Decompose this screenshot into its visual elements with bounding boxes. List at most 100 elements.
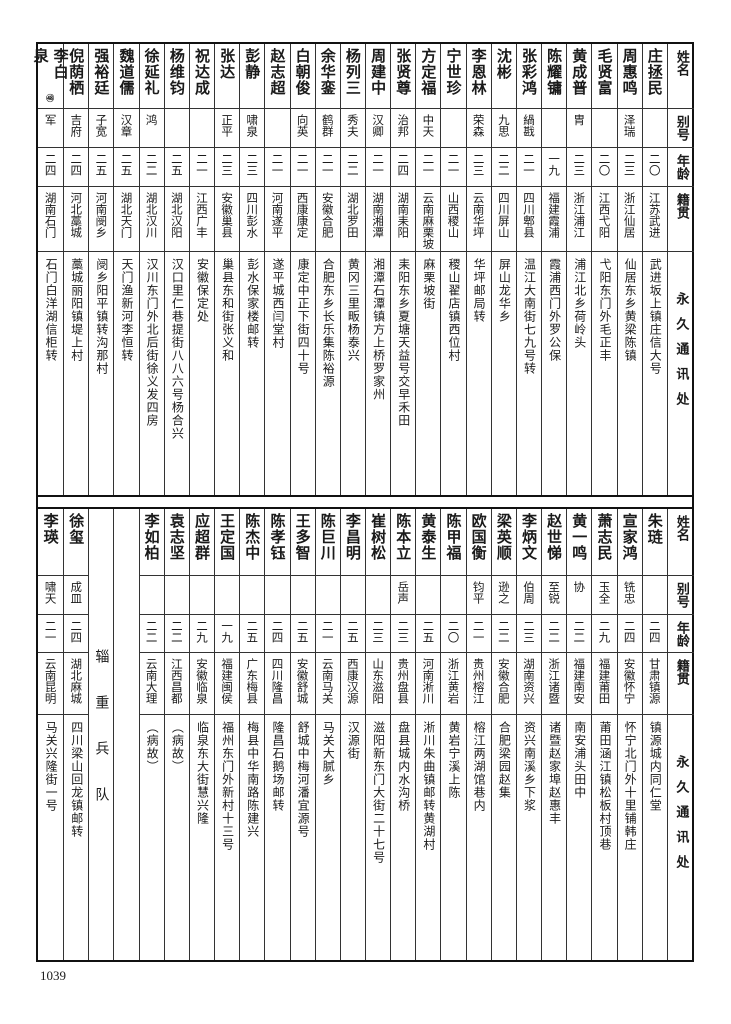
cell-alias-text: 啸天	[43, 581, 58, 604]
cell-age-text: 二五	[295, 620, 310, 643]
cell-age: 二五	[163, 147, 189, 186]
cell-name-text: 徐延礼	[142, 48, 161, 96]
cell-address-text: 梅县中华南路陈建兴	[245, 721, 260, 838]
cell-native: 四川郫县	[515, 186, 542, 251]
cell-alias-text: 玉全	[597, 581, 612, 604]
cell-age-text: 二一	[471, 620, 486, 643]
cell-name-text: 宁世珍	[444, 48, 463, 96]
cell-address-text: 合肥东乡长乐集陈裕源	[321, 258, 336, 388]
cell-alias	[641, 575, 667, 614]
cell-age: 二五	[289, 614, 315, 652]
cell-name: 黄一鸣	[566, 509, 591, 575]
cell-address-text: （病故）	[170, 721, 185, 773]
cell-native: 安徽合肥	[490, 652, 516, 714]
cell-alias: 逊之	[490, 575, 516, 614]
cell-native-text: 浙江黄岩	[446, 658, 461, 704]
cell-name: 倪荫栖	[63, 44, 88, 108]
cell-age: 二三	[616, 147, 642, 186]
cell-alias	[440, 108, 466, 147]
cell-address: 藁城丽阳镇堤上村	[63, 251, 89, 495]
cell-address-text: 镇源城内同仁堂	[648, 721, 663, 812]
cell-age-text: 二一	[320, 153, 335, 176]
cell-address: 黄岩宁溪上陈	[440, 714, 466, 960]
cell-alias-text: 秀夫	[345, 114, 360, 137]
cell-age: 二二	[163, 614, 189, 652]
cell-address-text: 诸暨赵家埠赵惠丰	[547, 721, 562, 825]
cell-native-text: 安徽合肥	[320, 192, 335, 238]
cell-age: 二四	[264, 614, 290, 652]
cell-name: 陈巨川	[314, 509, 340, 575]
cell-address-text: 汉口里仁巷提街八八六号杨合兴	[170, 258, 185, 440]
cell-native: 浙江仙居	[616, 186, 642, 251]
cell-address: 舒城中梅河潘宜源号	[289, 714, 315, 960]
cell-age-text: 二一	[421, 153, 436, 176]
cell-alias-text: 正平	[220, 114, 235, 137]
cell-native-text: 江西弋阳	[597, 192, 612, 238]
cell-native-text: 浙江浦江	[572, 192, 587, 238]
cell-name: 魏道儒	[113, 44, 138, 108]
header-alias-text: 别号	[673, 582, 689, 608]
cell-name-text: 李炳文	[519, 513, 538, 561]
cell-name-text: 陈甲福	[444, 513, 463, 561]
cell-address: 临泉东大街慧兴隆	[188, 714, 215, 960]
cell-name: 彭静	[239, 44, 264, 108]
cell-native-text: 云南麻栗坡	[421, 192, 436, 250]
cell-address: 盘县城内水沟桥	[390, 714, 416, 960]
cell-native: 安徽巢县	[214, 186, 240, 251]
cell-native: 福建莆田	[591, 652, 617, 714]
cell-alias	[591, 108, 617, 147]
cell-address: 天门渔新河李恒转	[113, 251, 139, 495]
cell-name: 崔树松	[365, 509, 390, 575]
cell-alias-text: 中天	[421, 114, 436, 137]
cell-alias-text: 协	[572, 581, 587, 593]
cell-alias: 中天	[415, 108, 441, 147]
cell-native-text: 河南阌乡	[94, 192, 109, 238]
cell-age-text: 二二	[496, 153, 511, 176]
cell-address-text: 隆昌石鹅场邮转	[270, 721, 285, 812]
cell-age: 二五	[415, 614, 441, 652]
cell-address-text: 霞浦西门外罗公保	[547, 258, 562, 362]
cell-name: 庄拯民	[641, 44, 667, 108]
cell-address-text: 舒城中梅河潘宜源号	[296, 721, 311, 838]
cell-name: 宣家鸿	[616, 509, 642, 575]
cell-address-text: 稷山翟店镇西位村	[447, 258, 462, 362]
cell-address-text: 临泉东大街慧兴隆	[195, 721, 210, 825]
cell-native: 湖南耒阳	[390, 186, 416, 251]
cell-alias-text: 治邦	[396, 114, 411, 137]
cell-name: 黄泰生	[415, 509, 440, 575]
cell-native-text: 江西昌都	[169, 658, 184, 704]
cell-age: 二一	[188, 147, 215, 186]
cell-age-text: 二二	[169, 620, 184, 643]
cell-address: 滋阳新东门大街二十七号	[365, 714, 391, 960]
cell-alias: 秀夫	[339, 108, 365, 147]
cell-name: 徐玺	[63, 509, 88, 575]
cell-alias-text: 泽瑞	[622, 114, 637, 137]
cell-native: 河南阌乡	[88, 186, 114, 251]
cell-address-text: 马关大腻乡	[321, 721, 336, 786]
cell-age: 二四	[63, 147, 89, 186]
cell-address-text: 汉川东门外北后街徐义发四房	[145, 258, 160, 427]
cell-native-text: 四川彭水	[245, 192, 260, 238]
cell-age: 二〇	[641, 147, 667, 186]
cell-age: 二五	[339, 614, 365, 652]
cell-alias-text: 鸿	[144, 114, 159, 126]
cell-address: 仙居东乡黄梁陈镇	[616, 251, 642, 495]
cell-name: 余华銮	[314, 44, 340, 108]
cell-age: 二三	[365, 614, 391, 652]
cell-address-text: 耒阳东乡夏塘天益号交早禾田	[396, 258, 411, 427]
cell-address: 诸暨赵家埠赵惠丰	[541, 714, 567, 960]
cell-native-text: 贵州盘县	[396, 658, 411, 704]
cell-native-text: 河北藁城	[69, 192, 84, 238]
cell-native-text: 云南大理	[144, 658, 159, 704]
cell-address-text: 遂平城西闫堂村	[270, 258, 285, 349]
cell-alias-text: 伯周	[521, 581, 536, 604]
section-label-text: 辎重兵队	[93, 649, 110, 833]
cell-name: 周惠鸣	[616, 44, 642, 108]
cell-age-text: 二三	[245, 153, 260, 176]
cell-name-text: 彭静	[243, 48, 262, 80]
cell-name-text: 祝达成	[192, 48, 211, 96]
cell-name-text: 李白泉	[31, 48, 70, 80]
cell-alias: 正平	[214, 108, 240, 147]
cell-address-text: 盘县城内水沟桥	[396, 721, 411, 812]
cell-age-text: 二〇	[597, 153, 612, 176]
